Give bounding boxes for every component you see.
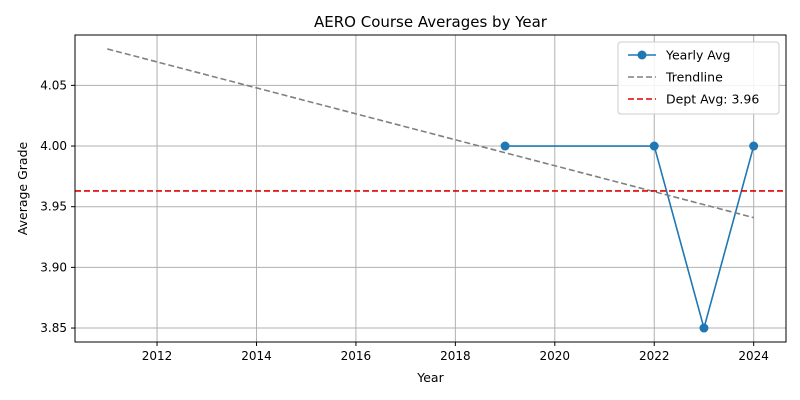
- yearly-avg-segment: [703, 145, 755, 329]
- x-tick-label: 2022: [639, 349, 670, 363]
- chart-title: AERO Course Averages by Year: [314, 13, 548, 31]
- legend-label: Trendline: [665, 70, 723, 85]
- x-tick-label: 2020: [540, 349, 571, 363]
- y-axis-label: Average Grade: [15, 141, 30, 235]
- yearly-avg-point: [649, 141, 659, 151]
- y-tick-label: 4.05: [40, 78, 67, 92]
- yearly-avg-point: [500, 141, 510, 151]
- x-tick-label: 2014: [241, 349, 272, 363]
- plot-data: [75, 48, 786, 333]
- y-tick-label: 4.00: [40, 139, 67, 153]
- legend-yearly-avg-marker: [637, 50, 647, 60]
- plot-frame: [74, 34, 787, 343]
- legend-box: [617, 41, 780, 115]
- x-tick-label: 2012: [142, 349, 173, 363]
- y-tick-label: 3.85: [40, 321, 67, 335]
- yearly-avg-point: [749, 141, 759, 151]
- trendline: [107, 48, 754, 219]
- y-tick-label: 3.95: [40, 200, 67, 214]
- x-tick-label: 2018: [440, 349, 471, 363]
- yearly-avg-segment: [653, 145, 705, 329]
- x-tick-label: 2016: [341, 349, 372, 363]
- legend: Yearly Avg Trendline Dept Avg: 3.96: [617, 41, 780, 115]
- x-tick-label: 2024: [738, 349, 769, 363]
- yearly-avg-point: [699, 323, 709, 333]
- axis-ticks: 2012 2014 2016 2018 2020 2022 2024 3.85 3.90 3.95…: [40, 78, 769, 363]
- x-axis-label: Year: [416, 370, 444, 385]
- legend-label: Yearly Avg: [665, 48, 730, 63]
- legend-label: Dept Avg: 3.96: [666, 92, 759, 107]
- y-tick-label: 3.90: [40, 260, 67, 274]
